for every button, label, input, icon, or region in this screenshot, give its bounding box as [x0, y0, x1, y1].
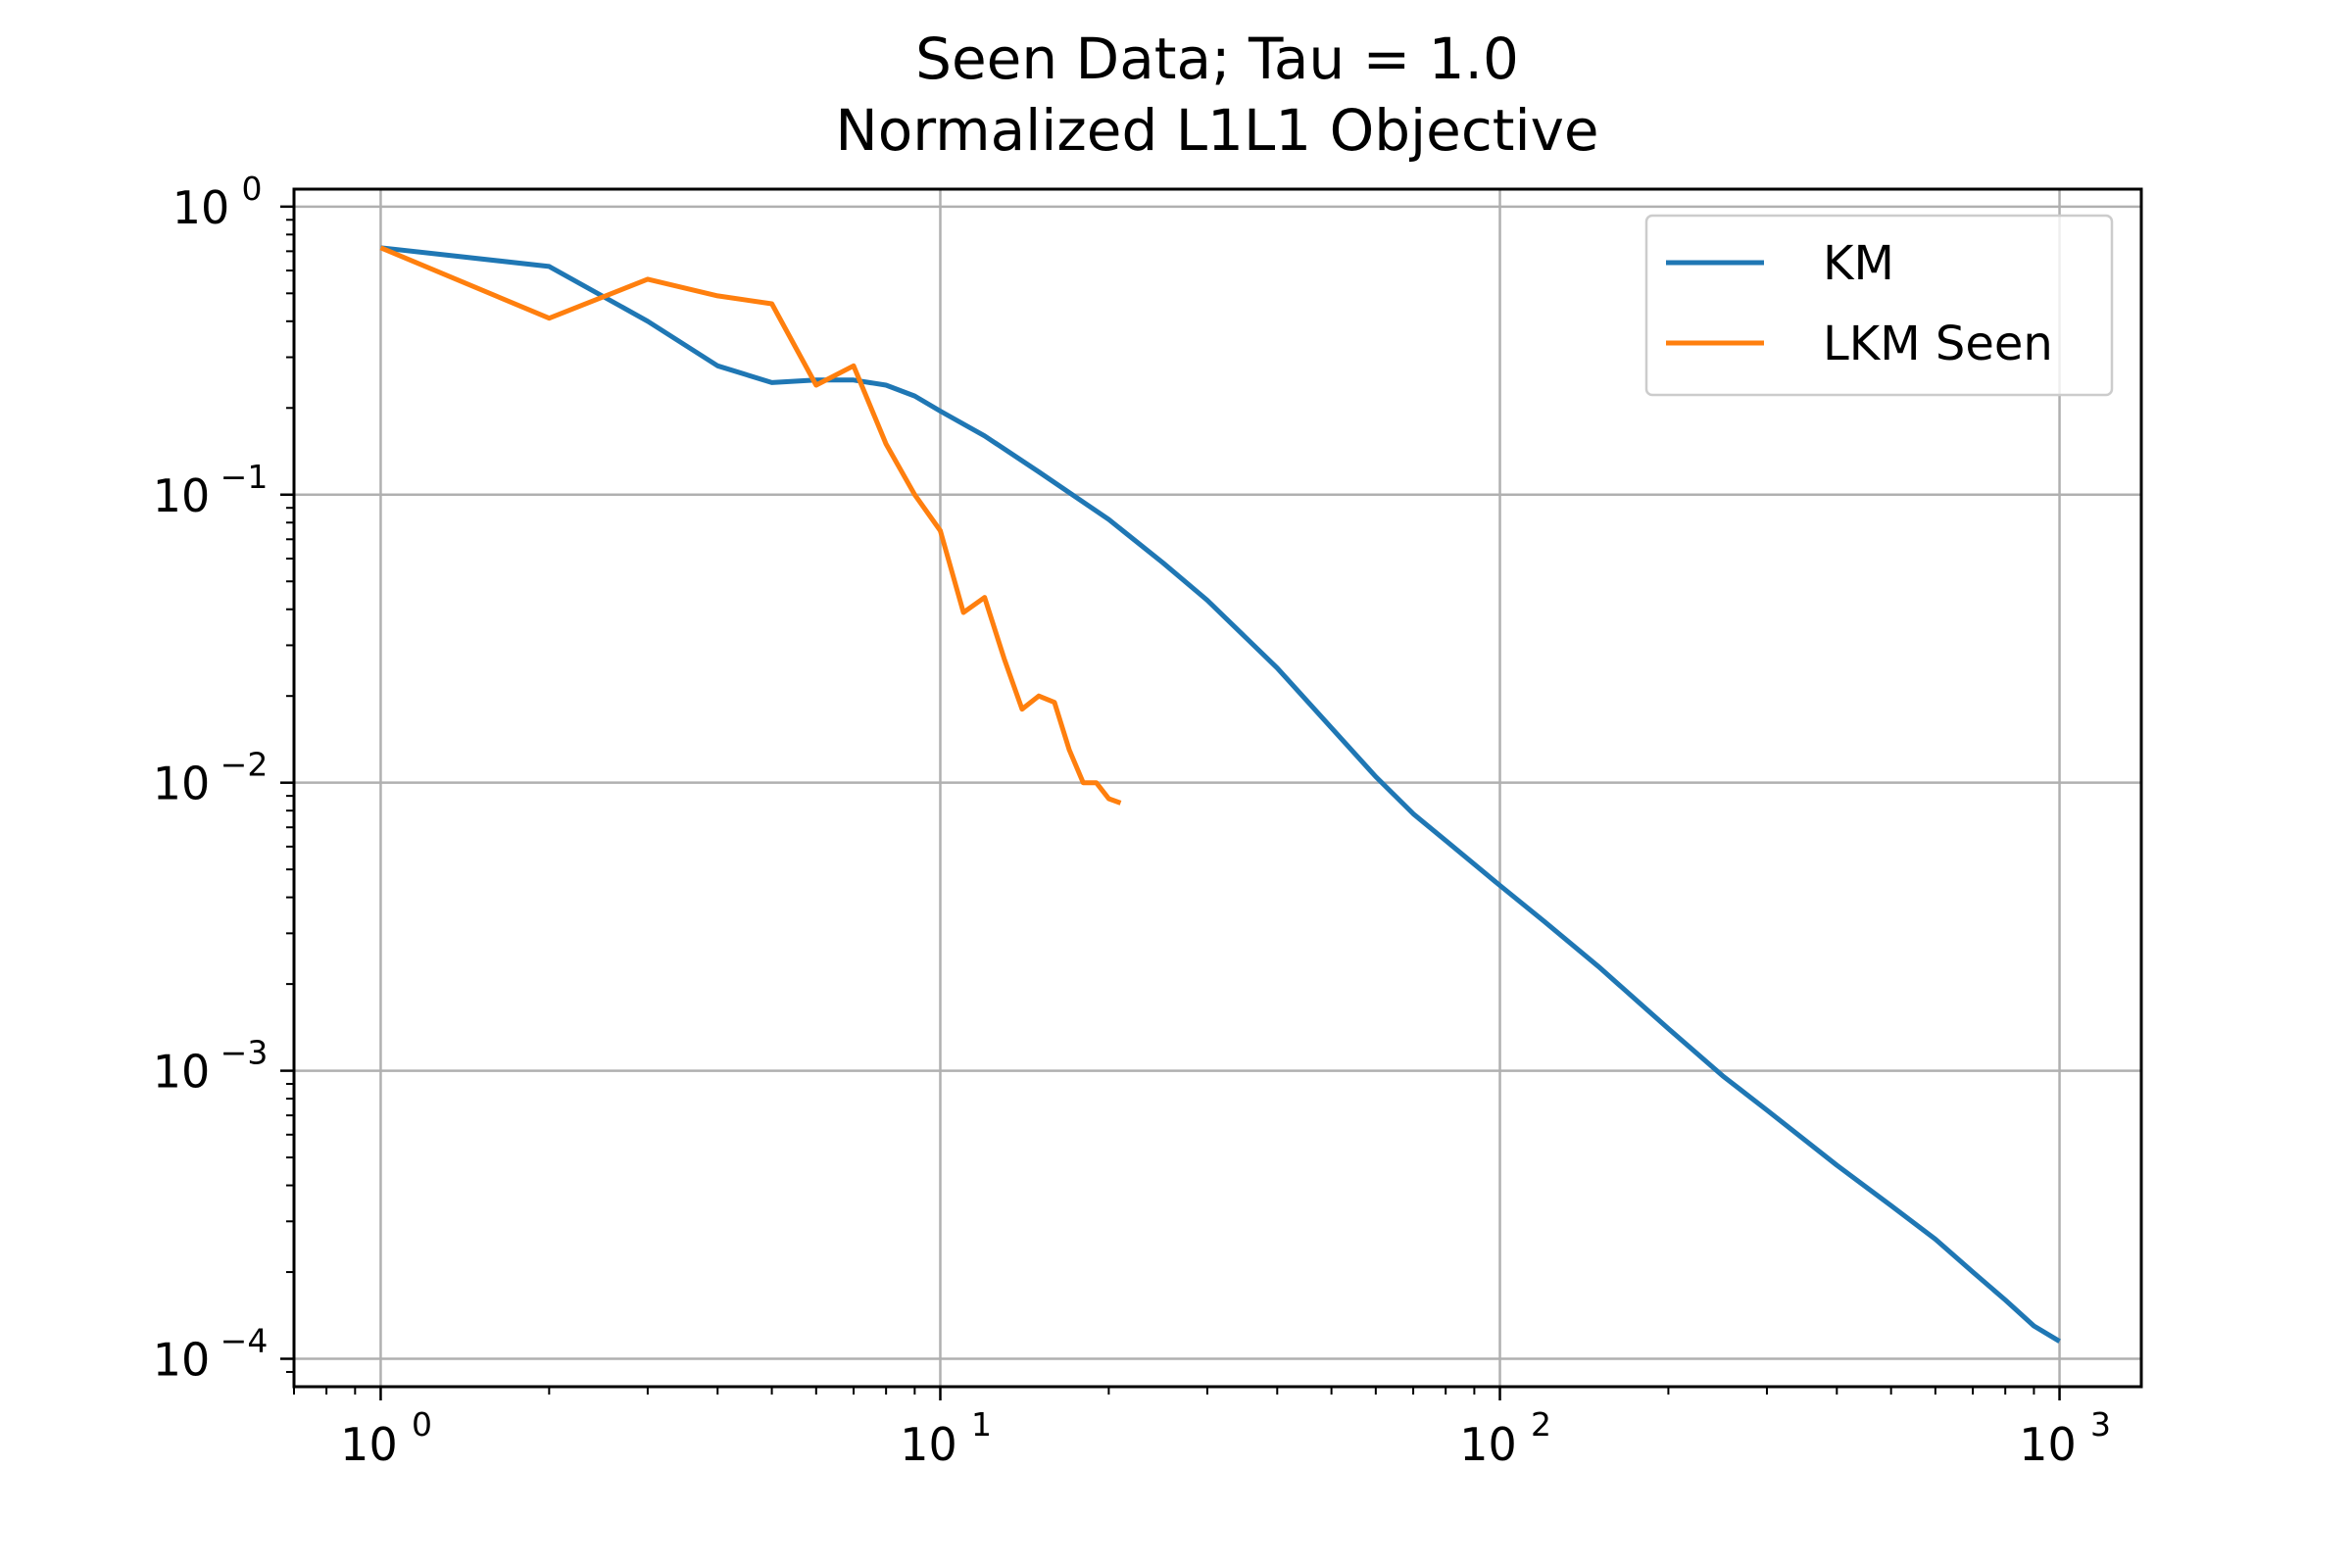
axis-ticks: 10 0 10 1 10 2 10 310 010 −110 −210 −310 −4: [153, 170, 2111, 1471]
chart-subtitle: Normalized L1L1 Objective: [835, 97, 1598, 164]
x-tick-exponent: 3: [2090, 1405, 2111, 1444]
y-tick-exponent: 0: [242, 170, 263, 208]
y-tick-label: 10: [153, 1046, 211, 1099]
chart-title: Seen Data; Tau = 1.0: [915, 25, 1519, 92]
x-tick-exponent: 0: [412, 1405, 432, 1444]
y-tick-exponent: −1: [220, 458, 269, 496]
y-tick-exponent: −2: [220, 746, 269, 784]
x-tick-label: 10: [340, 1418, 398, 1471]
grid: [294, 189, 2141, 1387]
x-tick-exponent: 2: [1531, 1405, 1551, 1444]
x-tick-label: 10: [900, 1418, 957, 1471]
x-tick-label: 10: [2019, 1418, 2077, 1471]
series-line-km: [380, 245, 2061, 1344]
x-tick-label: 10: [1459, 1418, 1517, 1471]
series-layer: [379, 245, 2061, 1344]
plot-frame: [292, 187, 2143, 1389]
y-tick-exponent: −3: [220, 1034, 269, 1072]
legend: KM LKM Seen: [1644, 214, 2114, 397]
y-tick-label: 10: [153, 758, 211, 810]
x-tick-exponent: 1: [971, 1405, 992, 1444]
y-tick-label: 10: [153, 469, 211, 522]
legend-label-lkm-seen: LKM Seen: [1823, 317, 2053, 371]
y-tick-label: 10: [153, 1334, 211, 1387]
y-tick-exponent: −4: [220, 1322, 269, 1360]
y-tick-label: 10: [172, 181, 230, 234]
series-line-lkm-seen: [379, 245, 1122, 806]
legend-label-km: KM: [1823, 236, 1894, 291]
